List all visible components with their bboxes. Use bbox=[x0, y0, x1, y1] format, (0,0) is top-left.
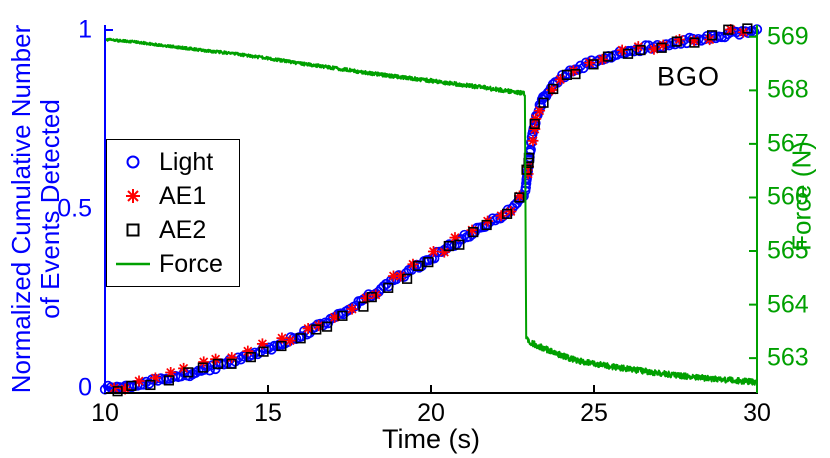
legend-label-ae2: AE2 bbox=[159, 215, 207, 244]
tick-label: 0.5 bbox=[57, 194, 92, 223]
tick-label: 566 bbox=[767, 182, 809, 211]
left-axis-label-line1: Normalized Cumulative Number bbox=[5, 24, 36, 394]
tick-label: 0 bbox=[78, 373, 92, 402]
square-marker-icon bbox=[126, 223, 140, 237]
tick-label: 568 bbox=[767, 75, 809, 104]
asterisk-marker-icon bbox=[126, 189, 140, 203]
legend-label-ae1: AE1 bbox=[159, 181, 207, 210]
tick-label: 563 bbox=[767, 343, 809, 372]
tick-label: 30 bbox=[743, 399, 771, 427]
annotation-bgo: BGO bbox=[657, 61, 721, 92]
tick-label: 10 bbox=[91, 399, 119, 427]
legend-item-force: Force bbox=[113, 247, 223, 281]
tick-label: 564 bbox=[767, 290, 809, 319]
legend-label-light: Light bbox=[159, 147, 214, 176]
legend-label-force: Force bbox=[159, 249, 223, 278]
legend-item-ae2: AE2 bbox=[113, 213, 223, 247]
tick-label: 25 bbox=[580, 399, 608, 427]
tick-label: 567 bbox=[767, 129, 809, 158]
legend-item-ae1: AE1 bbox=[113, 179, 223, 213]
circle-marker-icon bbox=[126, 155, 140, 169]
x-axis-label: Time (s) bbox=[382, 424, 480, 454]
tick-label: 20 bbox=[417, 399, 445, 427]
legend: Light AE1 AE2 Force bbox=[106, 139, 240, 287]
tick-label: 15 bbox=[254, 399, 282, 427]
tick-label: 1 bbox=[78, 15, 92, 44]
legend-item-light: Light bbox=[113, 145, 223, 179]
left-axis-label-line2: of Events Detected bbox=[35, 99, 65, 319]
right-axis-label: Force (N) bbox=[786, 141, 817, 251]
line-marker-icon bbox=[116, 262, 150, 266]
left-axis-label: Normalized Cumulative Number of Events D… bbox=[5, 24, 65, 394]
tick-label: 565 bbox=[767, 236, 809, 265]
tick-label: 569 bbox=[767, 22, 809, 51]
